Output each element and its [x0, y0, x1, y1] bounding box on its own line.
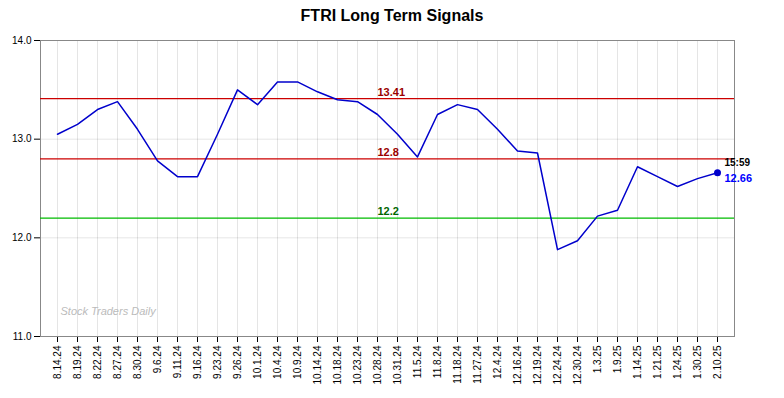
svg-text:9.11.24: 9.11.24 — [172, 345, 183, 378]
svg-text:8.19.24: 8.19.24 — [72, 345, 83, 379]
svg-text:10.9.24: 10.9.24 — [292, 345, 303, 379]
svg-text:12.16.24: 12.16.24 — [512, 345, 523, 384]
svg-text:14.0: 14.0 — [12, 35, 32, 46]
svg-text:2.10.25: 2.10.25 — [712, 345, 723, 379]
svg-text:10.31.24: 10.31.24 — [392, 345, 403, 384]
svg-text:13.0: 13.0 — [12, 133, 32, 144]
svg-text:10.23.24: 10.23.24 — [352, 345, 363, 384]
svg-text:11.8.24: 11.8.24 — [432, 345, 443, 378]
svg-text:1.9.25: 1.9.25 — [612, 345, 623, 373]
svg-text:12.30.24: 12.30.24 — [572, 345, 583, 384]
svg-text:9.16.24: 9.16.24 — [192, 345, 203, 379]
svg-text:10.4.24: 10.4.24 — [272, 345, 283, 379]
svg-text:9.26.24: 9.26.24 — [232, 345, 243, 379]
svg-text:8.30.24: 8.30.24 — [132, 345, 143, 379]
svg-text:8.22.24: 8.22.24 — [92, 345, 103, 379]
svg-text:1.24.25: 1.24.25 — [672, 345, 683, 379]
svg-text:Stock Traders Daily: Stock Traders Daily — [61, 305, 158, 317]
svg-text:11.27.24: 11.27.24 — [472, 345, 483, 384]
svg-text:12.0: 12.0 — [12, 232, 32, 243]
svg-text:13.41: 13.41 — [378, 86, 406, 98]
svg-text:1.14.25: 1.14.25 — [632, 345, 643, 379]
svg-text:8.27.24: 8.27.24 — [112, 345, 123, 379]
svg-text:10.14.24: 10.14.24 — [312, 345, 323, 384]
svg-text:1.3.25: 1.3.25 — [592, 345, 603, 373]
svg-text:10.28.24: 10.28.24 — [372, 345, 383, 384]
svg-text:1.30.25: 1.30.25 — [692, 345, 703, 379]
svg-text:11.0: 11.0 — [13, 331, 32, 342]
svg-text:12.2: 12.2 — [378, 205, 399, 217]
svg-text:11.5.24: 11.5.24 — [412, 345, 423, 378]
svg-text:1.21.25: 1.21.25 — [652, 345, 663, 379]
svg-text:12.24.24: 12.24.24 — [552, 345, 563, 384]
svg-text:15:59: 15:59 — [725, 157, 751, 168]
svg-text:10.18.24: 10.18.24 — [332, 345, 343, 384]
svg-text:11.18.24: 11.18.24 — [452, 345, 463, 384]
svg-text:12.19.24: 12.19.24 — [532, 345, 543, 384]
svg-text:12.8: 12.8 — [378, 146, 399, 158]
svg-text:12.66: 12.66 — [725, 172, 753, 184]
svg-text:10.1.24: 10.1.24 — [252, 345, 263, 379]
svg-text:8.14.24: 8.14.24 — [52, 345, 63, 379]
svg-text:9.23.24: 9.23.24 — [212, 345, 223, 379]
svg-text:9.6.24: 9.6.24 — [152, 345, 163, 373]
html-text:FTRI Long Term Signals: FTRI Long Term Signals — [300, 7, 484, 24]
svg-text:12.4.24: 12.4.24 — [492, 345, 503, 379]
